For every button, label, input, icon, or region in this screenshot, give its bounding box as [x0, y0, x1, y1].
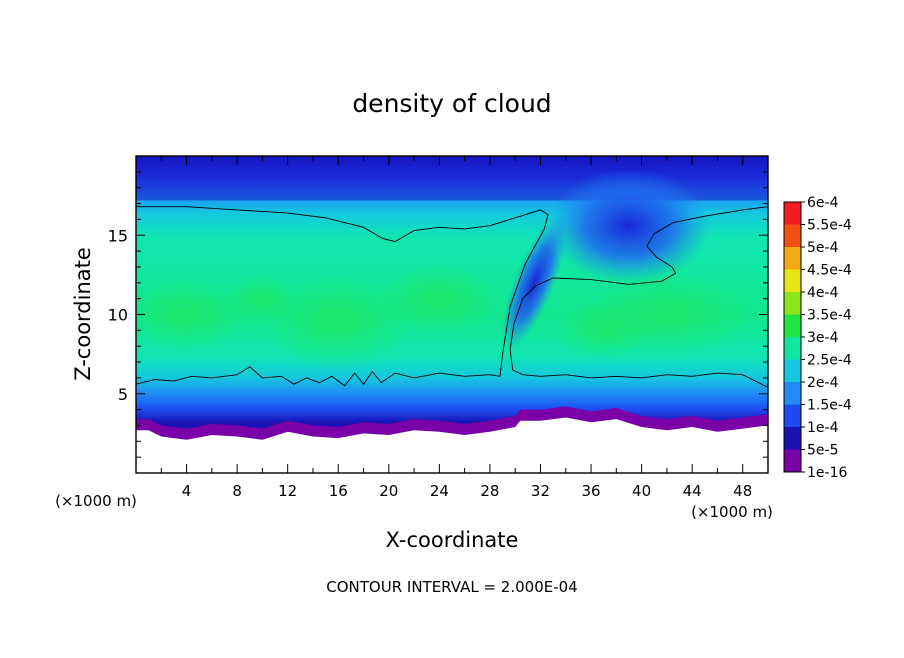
moist-core-4	[553, 301, 655, 359]
moist-core-2	[376, 263, 503, 334]
contour-interval-note: CONTOUR INTERVAL = 2.000E-04	[326, 578, 577, 596]
moist-core-1	[262, 274, 415, 370]
colorbar-label: 1e-4	[807, 420, 839, 436]
cloud-base-band	[136, 406, 768, 440]
x-axis-label: X-coordinate	[386, 528, 519, 552]
colorbar-cell	[784, 269, 801, 292]
y-tick-label: 5	[118, 385, 128, 404]
x-tick-label: 8	[232, 482, 242, 500]
x-tick-label: 48	[733, 482, 752, 500]
colorbar-cell	[784, 337, 801, 360]
colorbar-label: 1.5e-4	[807, 398, 852, 414]
x-tick-label: 32	[531, 482, 550, 500]
y-tick-label: 10	[108, 306, 128, 325]
x-tick-label: 44	[683, 482, 702, 500]
y-axis: 5 10 15	[108, 171, 768, 458]
colorbar-label: 4e-4	[807, 285, 839, 301]
moist-core-0	[136, 278, 250, 351]
colorbar-cell	[784, 224, 801, 247]
dry-intrusion	[546, 168, 712, 283]
x-tick-label: 36	[581, 482, 600, 500]
colorbar-cell	[784, 427, 801, 450]
colorbar-label: 5.5e-4	[807, 218, 852, 234]
colorbar-cell	[784, 292, 801, 315]
colorbar-cell	[784, 359, 801, 382]
colorbar-label: 5e-5	[807, 443, 838, 459]
colorbar: 1e-16 5e-5 1e-4 1.5e-4 2e-4 2.5e-4 3e-4 3.5e-4 4…	[783, 195, 852, 481]
colorbar-cell	[784, 404, 801, 427]
colorbar-label: 2.5e-4	[807, 353, 852, 369]
x-tick-label: 16	[329, 482, 348, 500]
colorbar-label: 2e-4	[807, 375, 839, 391]
colorbar-label: 6e-4	[807, 195, 839, 211]
colorbar-label: 5e-4	[807, 240, 839, 256]
colorbar-label: 4.5e-4	[807, 263, 852, 279]
x-unit-label-right: (×1000 m)	[691, 503, 773, 521]
dry-filament	[501, 216, 567, 350]
colorbar-cell	[784, 202, 801, 225]
x-tick-label: 4	[182, 482, 192, 500]
x-tick-label: 40	[632, 482, 651, 500]
x-tick-label: 28	[480, 482, 499, 500]
colorbar-cell	[784, 382, 801, 405]
x-tick-label: 24	[430, 482, 449, 500]
x-axis: 4 8 12 16 20 24 28 32 36 40 44 48	[160, 156, 752, 500]
y-axis-label: Z-coordinate	[71, 247, 95, 381]
colorbar-cell	[784, 449, 801, 472]
x-unit-label-left: (×1000 m)	[55, 492, 137, 510]
contour-line-right	[509, 206, 768, 388]
chart-title: density of cloud	[352, 89, 551, 118]
contour-line-left	[136, 206, 549, 387]
x-tick-label: 12	[278, 482, 297, 500]
colorbar-label: 3.5e-4	[807, 308, 852, 324]
y-tick-label: 15	[108, 226, 128, 245]
colorbar-label: 1e-16	[807, 465, 847, 481]
x-tick-label: 20	[379, 482, 398, 500]
colorbar-label: 3e-4	[807, 330, 839, 346]
colorbar-cell	[784, 247, 801, 270]
below-cloud-region	[136, 417, 768, 473]
colorbar-cell	[784, 314, 801, 337]
moist-core-5	[224, 274, 301, 323]
heatmap-field	[136, 156, 768, 473]
